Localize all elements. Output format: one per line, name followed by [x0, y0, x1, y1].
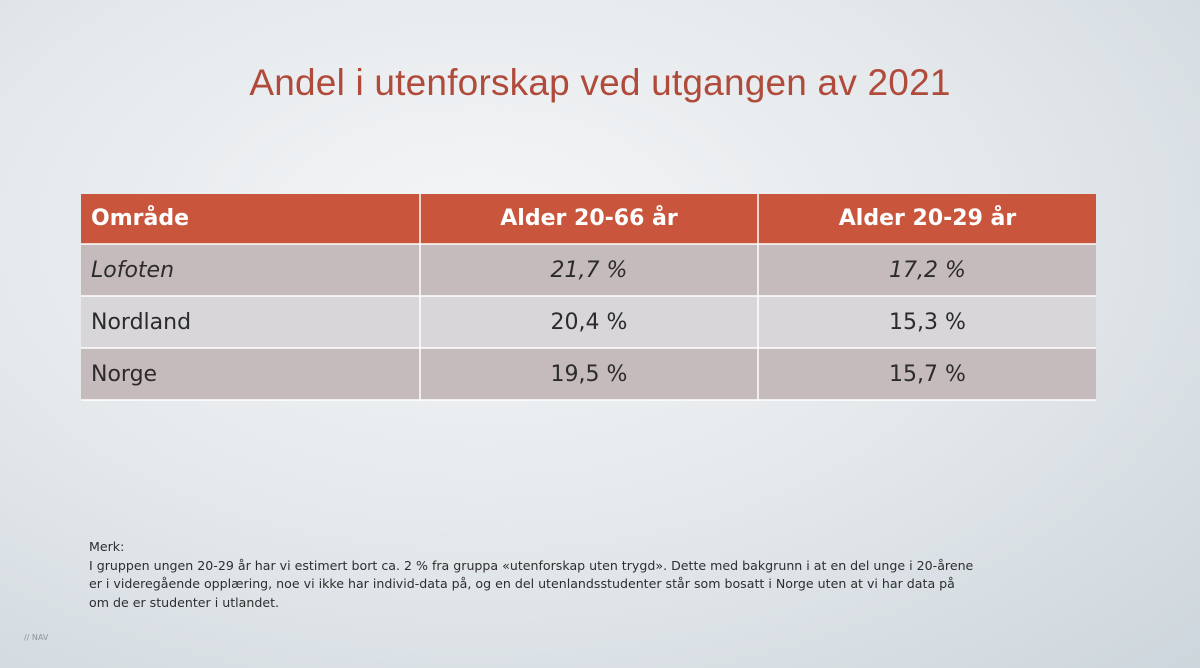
nav-logo: // NAV: [24, 633, 49, 642]
note: Merk: I gruppen ungen 20-29 år har vi es…: [89, 538, 1089, 612]
cell-age-20-66: 21,7 %: [420, 244, 759, 297]
note-text: I gruppen ungen 20-29 år har vi estimert…: [89, 557, 974, 610]
header-age-20-66: Alder 20-66 år: [420, 194, 759, 245]
table-row-lofoten: Lofoten 21,7 % 17,2 %: [81, 244, 1096, 297]
cell-age-20-29: 17,2 %: [758, 244, 1096, 297]
cell-age-20-29: 15,7 %: [758, 348, 1096, 401]
note-heading: Merk:: [89, 539, 125, 554]
cell-area: Norge: [81, 348, 421, 401]
table-header-row: Område Alder 20-66 år Alder 20-29 år: [81, 194, 1096, 245]
data-table: Område Alder 20-66 år Alder 20-29 år Lof…: [81, 194, 1096, 401]
cell-age-20-66: 20,4 %: [420, 296, 759, 349]
table-row-nordland: Nordland 20,4 % 15,3 %: [81, 296, 1096, 349]
cell-area: Nordland: [81, 296, 421, 349]
header-age-20-29: Alder 20-29 år: [758, 194, 1096, 245]
cell-area: Lofoten: [81, 244, 421, 297]
slide-title: Andel i utenforskap ved utgangen av 2021: [249, 62, 951, 103]
cell-age-20-29: 15,3 %: [758, 296, 1096, 349]
cell-age-20-66: 19,5 %: [420, 348, 759, 401]
table-row-norge: Norge 19,5 % 15,7 %: [81, 348, 1096, 401]
header-area: Område: [81, 194, 421, 245]
